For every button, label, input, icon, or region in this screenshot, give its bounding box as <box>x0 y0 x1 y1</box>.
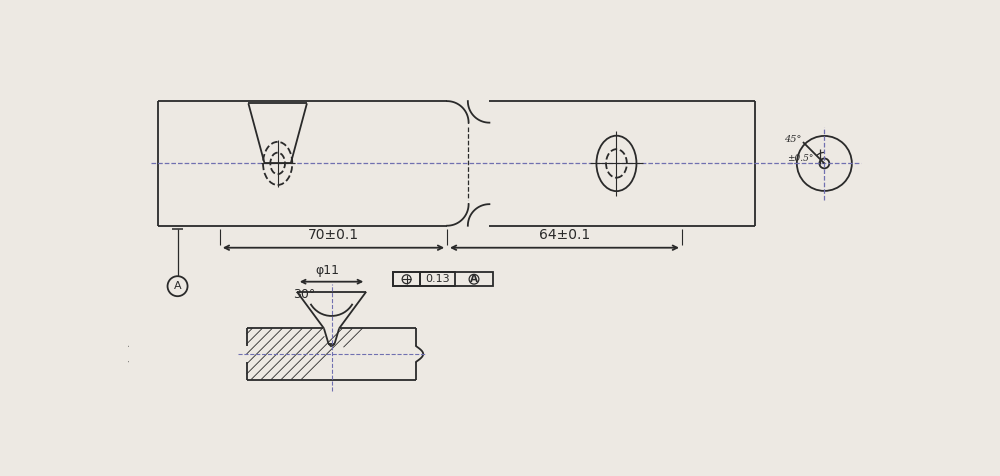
Text: 30°: 30° <box>293 288 316 301</box>
Text: ±0.5°: ±0.5° <box>787 154 814 163</box>
Text: φ11: φ11 <box>316 264 340 277</box>
Text: 0.13: 0.13 <box>425 274 450 284</box>
Text: 70±0.1: 70±0.1 <box>308 228 359 241</box>
Bar <box>393 272 420 286</box>
Text: 45°: 45° <box>784 135 802 144</box>
Text: A: A <box>470 274 478 284</box>
Text: A: A <box>174 281 181 291</box>
Bar <box>420 272 455 286</box>
Bar <box>393 272 493 286</box>
Text: 64±0.1: 64±0.1 <box>539 228 590 241</box>
